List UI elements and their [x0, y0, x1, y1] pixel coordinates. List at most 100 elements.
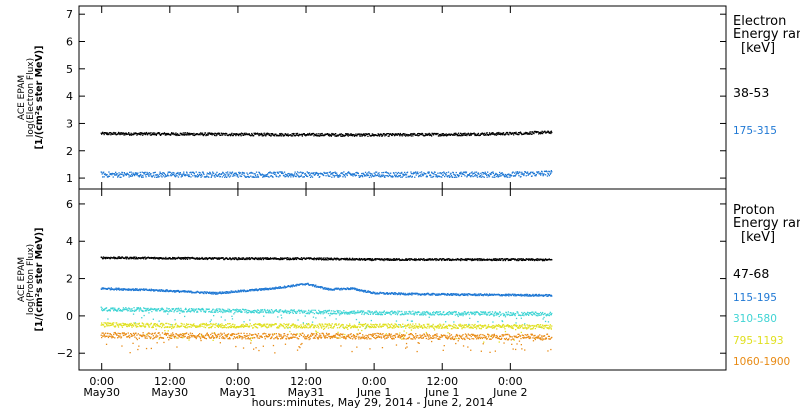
data-point [491, 132, 493, 134]
data-point [182, 133, 184, 135]
data-point [358, 289, 360, 291]
data-point [221, 132, 223, 135]
data-point [486, 132, 488, 134]
data-point [328, 257, 330, 259]
data-point [217, 323, 220, 325]
electron-legend-unit: [keV] [741, 41, 775, 56]
data-point [169, 326, 171, 328]
series-47-68 [100, 256, 553, 262]
data-point [104, 173, 107, 175]
data-point [392, 176, 394, 178]
data-point [495, 133, 497, 135]
data-point [481, 132, 483, 134]
data-point [355, 172, 357, 174]
data-point [404, 294, 406, 296]
data-point [142, 176, 144, 178]
data-point [377, 174, 379, 176]
data-point [269, 133, 271, 135]
data-point [437, 311, 439, 314]
data-point [462, 312, 465, 314]
data-point [439, 135, 441, 137]
data-point [404, 292, 406, 295]
data-point [181, 175, 183, 177]
data-point [307, 312, 309, 315]
data-point [119, 310, 121, 312]
data-point [504, 294, 506, 297]
data-point [359, 133, 361, 135]
data-point [455, 132, 457, 134]
data-point [256, 289, 258, 291]
data-point [220, 316, 222, 318]
data-point [507, 258, 509, 260]
data-point [162, 289, 165, 292]
data-point [255, 171, 258, 173]
data-point [161, 173, 164, 175]
data-point [121, 133, 124, 135]
data-point [425, 176, 427, 178]
data-point [168, 311, 170, 313]
data-point [338, 312, 340, 314]
data-point [259, 134, 261, 136]
data-point [250, 175, 252, 177]
data-point [486, 258, 488, 261]
data-point [144, 174, 147, 176]
data-point [444, 172, 446, 175]
data-point [209, 324, 211, 326]
data-point [126, 325, 128, 328]
data-point [118, 289, 121, 291]
data-point [107, 176, 109, 178]
data-point [445, 174, 447, 176]
data-point [252, 310, 254, 313]
data-point [131, 325, 133, 327]
data-point [190, 176, 192, 178]
data-point [467, 312, 469, 314]
data-point [131, 174, 134, 176]
data-point [212, 291, 214, 293]
data-point [120, 176, 122, 178]
data-point [405, 259, 408, 261]
data-point [547, 321, 550, 323]
data-point [176, 310, 178, 313]
data-point [101, 257, 103, 259]
data-point [395, 320, 398, 322]
data-point [201, 325, 203, 327]
data-point [168, 175, 170, 177]
data-point [271, 172, 273, 174]
data-point [333, 312, 335, 315]
data-point [534, 294, 536, 297]
data-point [535, 293, 537, 296]
data-point [156, 310, 158, 312]
data-point [134, 309, 136, 311]
data-point [330, 312, 332, 314]
data-point [339, 133, 341, 135]
data-point [252, 289, 254, 291]
data-point [131, 323, 134, 326]
data-point [218, 292, 220, 294]
data-point [535, 131, 537, 134]
data-point [309, 310, 311, 313]
data-point [359, 135, 361, 137]
data-point [501, 172, 503, 174]
data-point [499, 132, 501, 134]
data-point [396, 259, 399, 261]
data-point [181, 257, 183, 259]
data-point [347, 135, 349, 137]
data-point [157, 176, 159, 178]
data-point [201, 257, 204, 259]
data-point [146, 309, 148, 311]
data-point [101, 309, 103, 311]
data-point [175, 291, 177, 293]
data-point [132, 325, 135, 327]
data-point [544, 294, 546, 297]
data-point [105, 132, 107, 134]
data-point [463, 171, 466, 173]
data-point [513, 175, 515, 177]
data-point [150, 173, 152, 175]
data-point [368, 291, 370, 293]
data-point [427, 171, 429, 173]
data-point [402, 293, 404, 295]
data-point [460, 132, 462, 134]
data-point [445, 313, 447, 315]
data-point [238, 134, 240, 137]
data-point [269, 175, 272, 177]
